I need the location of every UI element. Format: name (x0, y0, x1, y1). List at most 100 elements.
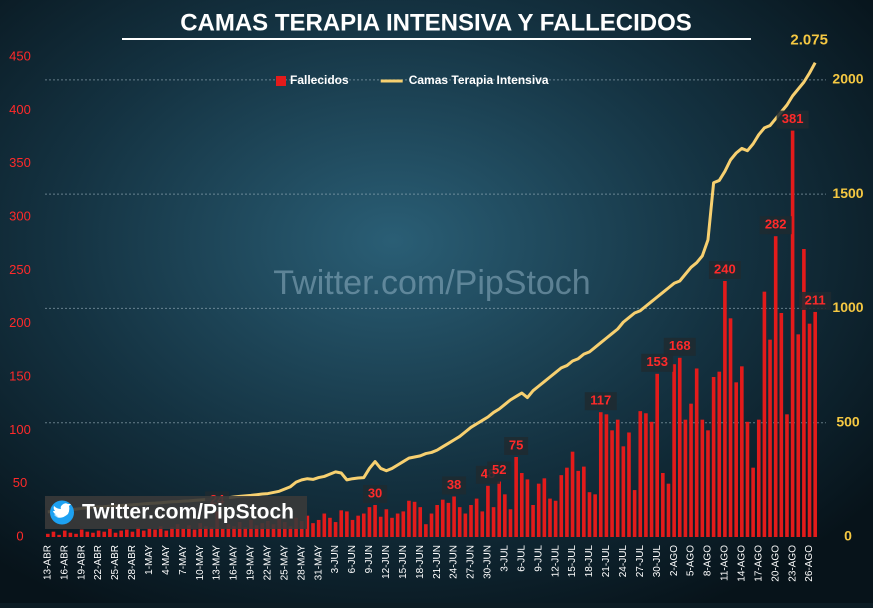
bar (672, 364, 676, 537)
bar (62, 530, 67, 537)
x-tick-label: 18-JUL (584, 545, 595, 578)
bar (51, 531, 56, 537)
bar (378, 516, 383, 537)
x-tick-label: 25-ABR (110, 545, 121, 580)
value-label: 168 (669, 338, 691, 353)
bar (452, 496, 456, 537)
bar (220, 528, 225, 537)
bar (542, 478, 547, 537)
bar (136, 527, 140, 537)
x-tick-label: 9-JUL (533, 545, 544, 572)
x-tick-label: 8-AGO (703, 545, 714, 576)
x-tick-label: 11-AGO (720, 545, 731, 581)
bar (384, 509, 389, 537)
bar (204, 526, 208, 537)
bar (328, 517, 332, 537)
bar (503, 494, 507, 537)
y-tick-label: 250 (9, 262, 31, 277)
y-tick-label: 400 (9, 102, 31, 117)
bar (486, 485, 490, 537)
value-label-box (487, 461, 512, 480)
x-tick-label: 24-JUL (618, 545, 629, 578)
y2-tick-label: 2000 (832, 71, 863, 87)
x-tick-label: 26-AGO (804, 545, 815, 582)
value-label: 211 (805, 292, 826, 307)
x-tick-label: 22-ABR (93, 545, 104, 580)
bar (339, 510, 344, 537)
bar (108, 528, 112, 537)
bar (711, 377, 716, 537)
bar (649, 421, 654, 537)
bar (322, 513, 327, 537)
y-tick-label: 350 (9, 155, 31, 170)
bar (661, 473, 665, 537)
y-tick-label: 150 (9, 368, 31, 383)
bar (717, 371, 722, 537)
badge: Twitter.com/PipStoch (45, 496, 307, 529)
bar (440, 499, 445, 537)
value-label: 117 (590, 393, 611, 408)
bar (463, 513, 468, 537)
x-tick-label: 15-JUL (567, 545, 578, 578)
bar (565, 467, 569, 537)
bar (164, 530, 169, 537)
bar (559, 475, 564, 537)
bar (91, 532, 95, 537)
value-label-box (776, 110, 809, 129)
bar (260, 523, 265, 537)
x-tick-label: 14-AGO (736, 545, 747, 582)
bar (158, 526, 163, 537)
bar (525, 479, 530, 537)
bar (85, 531, 90, 537)
bar (779, 313, 784, 537)
bar (209, 527, 214, 537)
value-label: 381 (782, 111, 804, 126)
x-tick-label: 27-JUN (466, 545, 477, 579)
bar (57, 534, 61, 537)
bar (621, 446, 626, 537)
bar (147, 528, 152, 537)
bar (700, 419, 705, 537)
y-tick-label: 300 (9, 208, 31, 223)
bar (243, 527, 248, 537)
bar (497, 481, 502, 537)
bar (638, 411, 643, 537)
bar (474, 498, 479, 537)
bar (79, 529, 84, 537)
bar (593, 494, 597, 537)
bar (429, 513, 434, 537)
x-tick-label: 28-MAY (296, 545, 307, 581)
x-tick-label: 16-MAY (229, 545, 240, 581)
bar (756, 419, 761, 537)
bar (68, 532, 73, 537)
x-tick-label: 31-MAY (313, 545, 324, 581)
bar (706, 430, 710, 537)
bar (175, 524, 180, 537)
bar (519, 473, 524, 537)
badge-bird (53, 503, 71, 518)
badge-box (45, 496, 307, 529)
bar (768, 339, 772, 537)
bar (480, 511, 485, 537)
bar (745, 421, 750, 537)
bar (773, 236, 778, 537)
y2-tick-label: 1000 (832, 299, 863, 315)
value-label: 240 (714, 261, 736, 276)
value-label-box (363, 485, 388, 503)
bar (677, 357, 682, 537)
x-tick-label: 4-MAY (161, 545, 172, 575)
bar (457, 507, 462, 537)
bar (367, 507, 372, 537)
bar (192, 529, 197, 537)
value-label-box (584, 392, 617, 411)
x-tick-label: 9-JUN (364, 545, 375, 573)
value-label: 282 (765, 217, 787, 232)
x-tick-label: 28-ABR (127, 545, 138, 580)
bar (790, 130, 795, 537)
bar (570, 451, 575, 537)
bar (46, 533, 50, 537)
bar (508, 509, 513, 537)
x-tick-label: 20-AGO (770, 545, 781, 582)
x-tick-label: 1-MAY (144, 545, 155, 575)
bar (316, 519, 321, 537)
